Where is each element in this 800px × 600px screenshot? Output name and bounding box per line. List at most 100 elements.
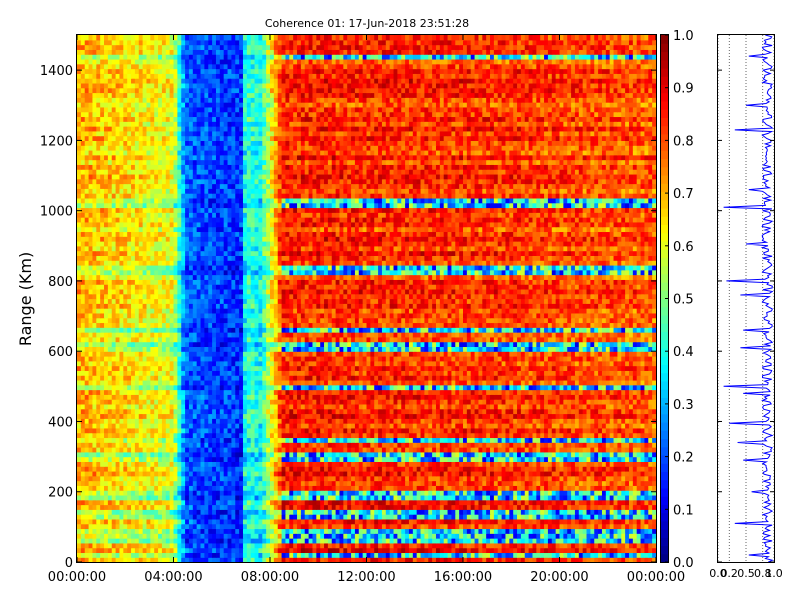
heatmap-cell [424,408,429,415]
heatmap-cell [582,528,588,534]
heatmap-cell [115,485,121,491]
heatmap-cell [80,504,86,510]
heatmap-cell [92,557,97,563]
heatmap-cell [586,485,591,491]
heatmap-cell [459,480,464,486]
heatmap-cell [351,538,356,544]
heatmap-cell [312,528,317,534]
heatmap-cell [374,461,379,467]
heatmap-cell [212,552,217,558]
heatmap-cell [181,461,186,467]
heatmap-cell [146,485,151,491]
heatmap-cell [486,480,491,486]
heatmap-cell [574,413,580,419]
heatmap-cell [378,504,383,510]
heatmap-cell [490,480,495,486]
heatmap-cell [150,533,155,539]
heatmap-cell [270,408,275,415]
heatmap-cell [644,557,649,563]
heatmap-cell [559,494,564,501]
heatmap-cell [212,499,217,506]
heatmap-cell [393,523,398,530]
heatmap-cell [524,403,530,410]
heatmap-cell [648,403,653,410]
heatmap-cell [169,480,175,486]
heatmap-cell [134,485,140,491]
heatmap-cell [115,552,121,558]
heatmap-cell [84,557,90,563]
heatmap-cell [563,423,568,429]
heatmap-cell [146,437,151,443]
heatmap-cell [493,499,499,506]
heatmap-cell [347,456,352,462]
heatmap-cell [215,461,221,467]
heatmap-cell [466,538,472,544]
heatmap-cell [405,461,410,467]
heatmap-cell [242,403,248,410]
heatmap-cell [544,475,549,482]
heatmap-cell [358,499,364,506]
heatmap-cell [374,518,379,525]
heatmap-cell [582,408,588,415]
heatmap-cell [509,528,514,534]
heatmap-cell [509,504,514,510]
heatmap-cell [80,403,86,410]
heatmap-cell [134,403,140,410]
heatmap-cell [370,461,375,467]
heatmap-cell [435,470,441,477]
heatmap-cell [146,557,151,563]
heatmap-cell [88,475,94,482]
heatmap-cell [351,470,356,477]
heatmap-cell [173,442,178,448]
heatmap-cell [652,504,657,510]
heatmap-cell [154,504,159,510]
heatmap-cell [443,442,449,448]
heatmap-cell [111,399,117,405]
heatmap-cell [115,533,121,539]
heatmap-cell [378,442,383,448]
heatmap-cell [181,437,186,443]
heatmap-cell [640,427,646,434]
heatmap-cell [466,547,472,554]
heatmap-cell [520,461,526,467]
heatmap-cell [405,538,410,544]
heatmap-cell [304,485,310,491]
heatmap-cell [347,557,352,563]
heatmap-cell [381,466,387,472]
heatmap-cell [161,399,167,405]
heatmap-cell [123,480,128,486]
heatmap-cell [370,470,375,477]
heatmap-cell [343,413,348,419]
heatmap-cell [563,533,568,539]
heatmap-cell [524,528,530,534]
heatmap-cell [547,403,553,410]
heatmap-cell [412,447,418,453]
heatmap-cell [127,480,132,486]
heatmap-cell [281,504,287,510]
heatmap-cell [628,538,634,544]
heatmap-cell [115,403,121,410]
heatmap-cell [540,490,545,496]
heatmap-cell [374,509,379,515]
heatmap-cell [158,523,163,530]
heatmap-cell [92,418,97,424]
heatmap-cell [374,413,379,419]
heatmap-cell [451,499,456,506]
heatmap-cell [161,538,167,544]
heatmap-cell [223,538,229,544]
heatmap-cell [96,442,101,448]
heatmap-cell [428,538,433,544]
heatmap-cell [335,528,341,534]
heatmap-cell [123,504,128,510]
heatmap-cell [146,509,151,515]
heatmap-cell [571,432,576,439]
heatmap-cell [617,490,622,496]
heatmap-cell [131,499,136,506]
heatmap-cell [501,456,507,462]
heatmap-cell [474,423,480,429]
heatmap-cell [517,418,522,424]
heatmap-cell [273,547,279,554]
heatmap-cell [293,509,298,515]
heatmap-cell [640,538,646,544]
heatmap-cell [505,427,510,434]
